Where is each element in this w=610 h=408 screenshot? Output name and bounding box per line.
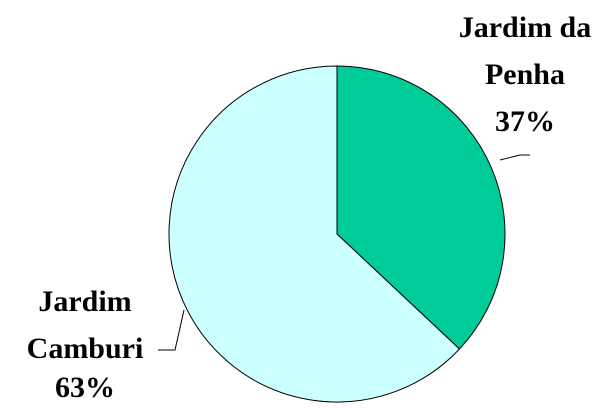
leader-line [158,309,185,351]
leader-line [499,154,530,161]
slice-label: Jardim da Penha [458,11,592,91]
slice-value-label: 37% [495,105,555,138]
pie-slice [336,65,506,350]
pie-slice [168,65,461,403]
slice-label: Jardim Camburi [26,285,144,365]
slice-value-label: 63% [55,371,115,404]
